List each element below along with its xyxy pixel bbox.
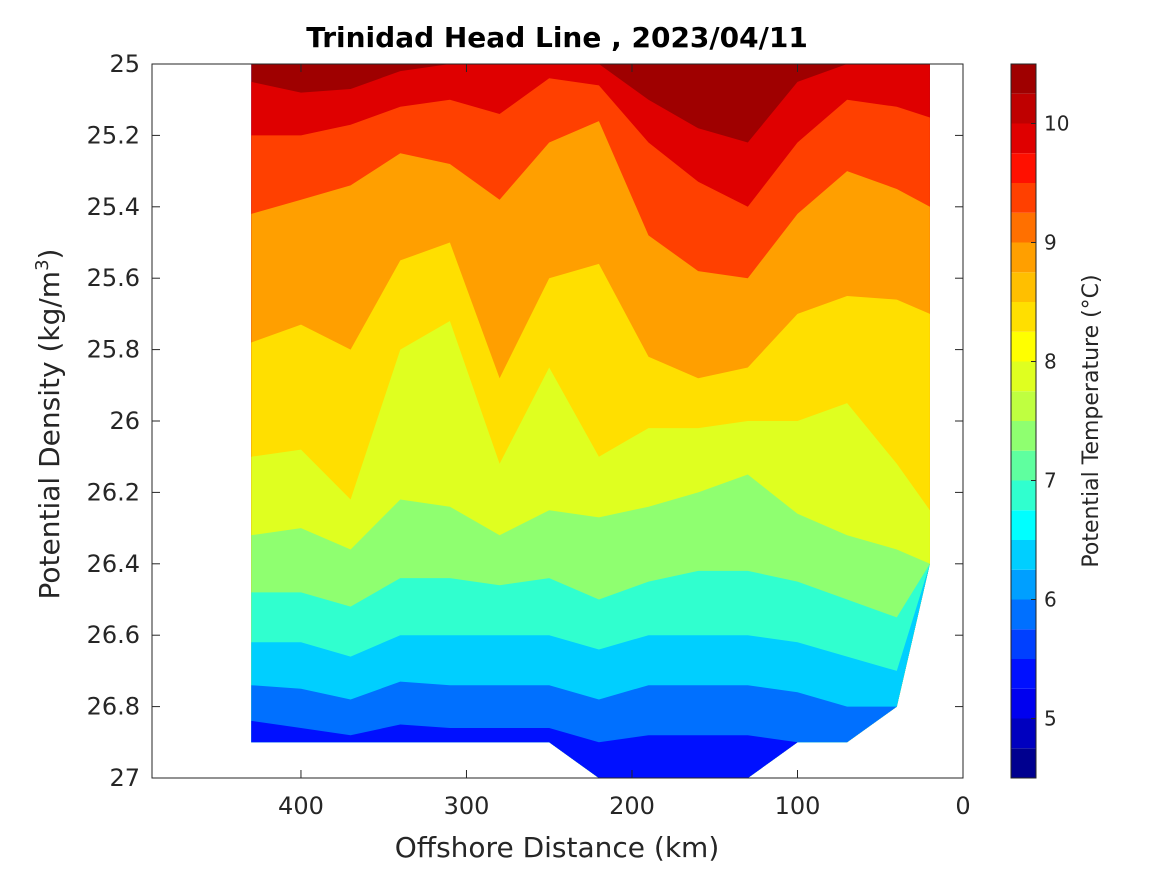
colorbar-swatch [1011, 748, 1036, 778]
temperature-contour-field [251, 64, 930, 778]
chart-title: Trinidad Head Line , 2023/04/11 [306, 21, 808, 54]
colorbar-tick-label: 9 [1044, 231, 1057, 255]
colorbar [1010, 63, 1037, 779]
colorbar-tick-label: 10 [1044, 112, 1069, 136]
colorbar-swatch [1011, 659, 1036, 689]
y-tick-label: 26.4 [87, 550, 140, 578]
colorbar-swatch [1011, 331, 1036, 362]
colorbar-tick-label: 8 [1044, 350, 1057, 374]
colorbar-label: Potential Temperature (°C) [1079, 274, 1104, 567]
y-axis-ticks: 25 25.2 25.4 25.6 25.8 26 26.2 26.4 26.6 26.8 27 [87, 50, 963, 792]
y-tick-label: 26.2 [87, 478, 140, 506]
colorbar-swatch [1011, 361, 1036, 392]
x-tick-label: 400 [278, 792, 324, 820]
x-tick-label: 300 [444, 792, 490, 820]
colorbar-swatch [1011, 718, 1036, 749]
y-axis-label: Potential Density (kg/m3) [32, 249, 66, 600]
y-tick-label: 25.4 [87, 193, 140, 221]
y-tick-label: 26.6 [87, 621, 140, 649]
colorbar-swatch [1011, 450, 1036, 481]
colorbar-swatch [1011, 421, 1036, 451]
y-tick-label: 25 [109, 50, 140, 78]
y-axis-label-main: Potential Density (kg/m [33, 271, 66, 600]
colorbar-tick-label: 7 [1044, 469, 1057, 493]
colorbar-swatch [1011, 391, 1036, 421]
y-tick-label: 25.2 [87, 121, 140, 149]
colorbar-swatch [1011, 302, 1036, 332]
colorbar-swatch [1011, 629, 1036, 659]
y-tick-label: 26.8 [87, 693, 140, 721]
colorbar-frame [1010, 63, 1037, 779]
colorbar-swatch [1011, 64, 1036, 94]
contour-band [251, 563, 930, 778]
x-axis-label: Offshore Distance (km) [395, 831, 720, 864]
colorbar-swatch [1011, 212, 1036, 243]
colorbar-swatch [1011, 93, 1036, 124]
y-tick-label: 25.8 [87, 336, 140, 364]
colorbar-swatch [1011, 123, 1036, 154]
y-axis-label-superscript: 3 [32, 259, 53, 270]
colorbar-ticks: 5 6 7 8 9 10 [1031, 112, 1069, 731]
colorbar-swatch [1011, 510, 1036, 540]
colorbar-swatch [1011, 569, 1036, 600]
colorbar-swatch [1011, 272, 1036, 302]
y-tick-label: 27 [109, 764, 140, 792]
x-tick-label: 100 [775, 792, 821, 820]
colorbar-swatch [1011, 183, 1036, 213]
colorbar-swatch [1011, 599, 1036, 630]
colorbar-tick-label: 5 [1044, 707, 1057, 731]
y-axis-label-suffix: ) [33, 249, 66, 260]
y-tick-label: 26 [109, 407, 140, 435]
y-tick-label: 25.6 [87, 264, 140, 292]
x-tick-label: 0 [955, 792, 970, 820]
x-tick-label: 200 [609, 792, 655, 820]
colorbar-swatch [1011, 540, 1036, 570]
x-axis-ticks: 400 300 200 100 0 [278, 64, 971, 820]
colorbar-swatch [1011, 153, 1036, 183]
colorbar-swatch [1011, 480, 1036, 511]
colorbar-swatch [1011, 242, 1036, 273]
colorbar-swatch [1011, 688, 1036, 719]
colorbar-tick-label: 6 [1044, 588, 1057, 612]
